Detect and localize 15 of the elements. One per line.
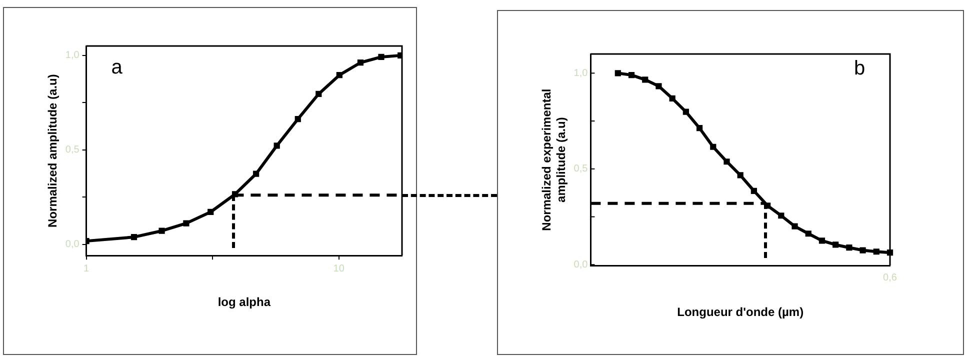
x-axis-title: log alpha: [218, 295, 271, 310]
y-tick-label: 0,5: [65, 144, 80, 156]
y-axis-title: Normalized amplitude (a.u): [46, 74, 60, 228]
x-tick-label: 1: [84, 263, 90, 274]
x-tick-label: 10: [333, 263, 345, 274]
y-axis-title: Normalized experimental amplitude (a.u): [540, 88, 568, 231]
y-tick-label: 0,5: [574, 164, 588, 175]
x-axis-title: Longueur d'onde (µm): [677, 305, 804, 320]
y-tick-label: 1,0: [574, 68, 588, 79]
y-tick-label: 0,0: [574, 259, 588, 270]
annotation: b: [854, 58, 866, 80]
text: 0,6: [883, 272, 898, 284]
annotation: a: [111, 56, 124, 79]
y-tick-label: 0,0: [65, 239, 80, 250]
y-tick-label: 1,0: [65, 50, 80, 62]
